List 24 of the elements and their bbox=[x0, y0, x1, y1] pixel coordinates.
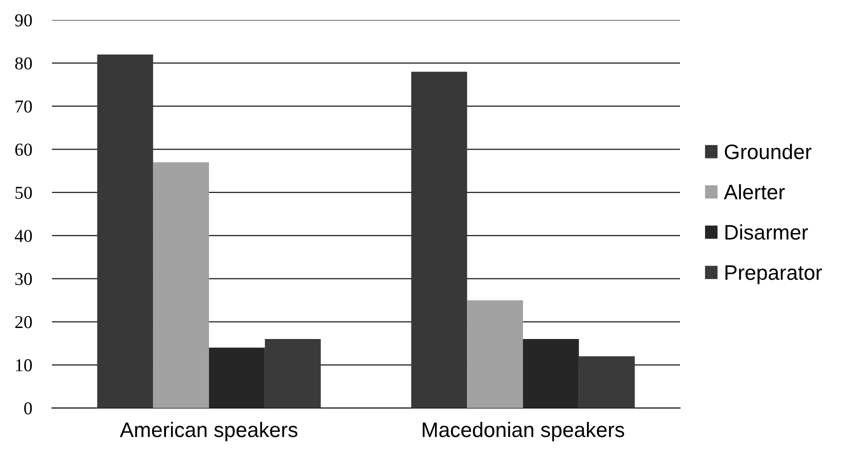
bar bbox=[467, 300, 523, 408]
y-tick-label: 50 bbox=[16, 186, 32, 199]
bar bbox=[264, 339, 321, 408]
bar bbox=[153, 162, 209, 408]
y-tick-label: 40 bbox=[14, 230, 32, 242]
y-tick-label: 80 bbox=[15, 57, 32, 70]
bar bbox=[523, 339, 579, 408]
y-tick-label: 0 bbox=[24, 402, 32, 414]
legend-label: Alerter bbox=[724, 184, 785, 200]
bar bbox=[411, 72, 468, 408]
y-tick-label: 30 bbox=[15, 272, 32, 286]
y-tick-label: 20 bbox=[15, 316, 32, 328]
x-tick-label: American speakers bbox=[120, 422, 298, 442]
y-tick-label: 90 bbox=[15, 14, 32, 26]
y-tick-label: 60 bbox=[15, 144, 32, 156]
legend-label: Preparator bbox=[725, 265, 822, 284]
bar bbox=[97, 54, 154, 408]
x-tick-label: Macedonian speakers bbox=[422, 422, 624, 442]
y-tick-label: 10 bbox=[16, 359, 32, 372]
bar bbox=[578, 356, 635, 408]
legend-label: Disarmer bbox=[725, 224, 808, 240]
bar bbox=[209, 348, 265, 408]
legend-label: Grounder bbox=[724, 144, 812, 160]
y-tick-label: 70 bbox=[16, 100, 32, 113]
